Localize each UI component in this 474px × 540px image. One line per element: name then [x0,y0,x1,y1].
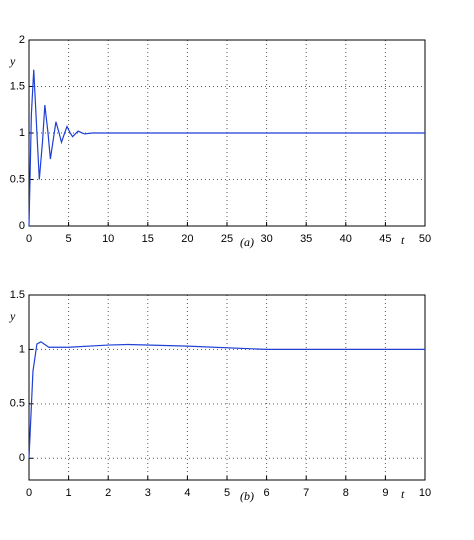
y-tick-label: 0.5 [10,173,25,185]
caption: (b) [240,489,254,503]
x-tick-label: 50 [419,233,431,245]
y-tick-label: 1 [19,343,25,355]
caption: (a) [240,235,254,249]
x-tick-label: 9 [382,487,388,499]
x-tick-label: 15 [142,233,154,245]
y-tick-label: 1.5 [10,289,25,301]
x-tick-label: 2 [105,487,111,499]
y-tick-label: 0.5 [10,398,25,410]
x-tick-label: 10 [102,233,114,245]
y-tick-label: 0 [19,220,25,232]
x-tick-label: 4 [184,487,190,499]
x-tick-label: 35 [300,233,312,245]
y-axis-label: y [9,54,16,68]
x-tick-label: 8 [343,487,349,499]
x-tick-label: 20 [181,233,193,245]
y-tick-label: 2 [19,34,25,46]
axes-box [28,294,426,481]
y-tick-label: 0 [19,452,25,464]
x-tick-label: 45 [379,233,391,245]
x-tick-label: 1 [66,487,72,499]
data-line [28,69,425,227]
x-tick-label: 5 [66,233,72,245]
x-tick-label: 25 [221,233,233,245]
x-tick-label: 7 [303,487,309,499]
x-tick-label: 10 [419,487,431,499]
y-tick-label: 1.5 [10,80,25,92]
x-tick-label: 6 [264,487,270,499]
x-tick-label: 5 [224,487,230,499]
x-tick-label: 30 [260,233,272,245]
x-tick-label: 3 [145,487,151,499]
x-axis-label: t [401,233,405,247]
x-tick-label: 0 [26,233,32,245]
x-axis-label: t [401,487,405,501]
x-tick-label: 0 [26,487,32,499]
x-tick-label: 40 [340,233,352,245]
data-line [28,341,425,459]
y-axis-label: y [9,309,16,323]
y-tick-label: 1 [19,127,25,139]
